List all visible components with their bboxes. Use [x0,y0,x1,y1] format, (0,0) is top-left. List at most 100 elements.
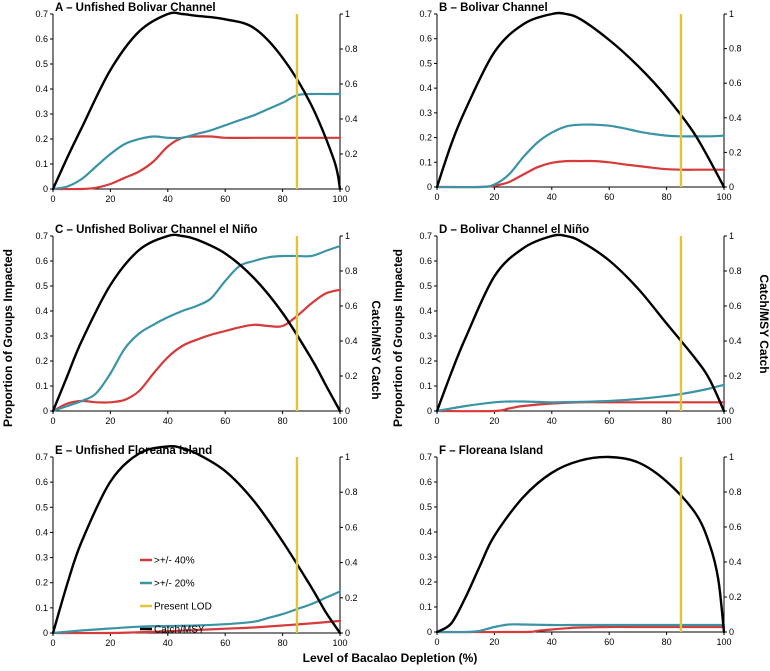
y-left-tick-label: 0.2 [35,356,48,366]
y-left-tick-label: 0.4 [35,306,48,316]
series-line-catch-msy [435,233,726,413]
chart-panel: A – Unfished Bolivar Channel 0 20 40 60 80 100… [35,2,357,204]
legend-item: Present LOD [140,602,212,613]
series-line-catch-msy [51,444,342,635]
y-right-tick-label: 0.2 [729,147,742,157]
y-left-tick-label: 0.1 [419,381,432,391]
series-line-catch-msy [435,455,726,634]
x-tick-label: 60 [604,192,614,202]
x-tick-label: 100 [332,416,347,426]
y-right-tick-label: 0 [345,184,350,194]
x-tick-label: 0 [50,194,55,204]
y-left-tick-label: 0.1 [419,602,432,612]
y-left-tick-label: 0.4 [35,84,48,94]
y-left-tick-label: 0.5 [35,59,48,69]
y-right-tick-label: 0.4 [729,336,742,346]
x-tick-label: 0 [50,638,55,648]
y-left-tick-label: 0.5 [419,58,432,68]
x-tick-label: 0 [434,192,439,202]
y-right-tick-label: 0.4 [729,557,742,567]
y-right-tick-label: 0.2 [345,371,358,381]
legend-label: >+/- 20% [154,579,195,590]
y-right-tick-label: 0.8 [729,487,742,497]
y-left-tick-label: 0.6 [419,34,432,44]
y-left-tick-label: 0.2 [419,133,432,143]
chart-panel: C – Unfished Bolivar Channel el Niño 0 20 4… [35,224,357,426]
x-tick-label: 40 [163,638,173,648]
x-tick-label: 40 [163,416,173,426]
legend-label: >+/- 40% [154,556,195,567]
x-tick-label: 60 [220,194,230,204]
x-tick-label: 80 [662,637,672,647]
y-left-tick-label: 0.1 [35,381,48,391]
y-right-tick-label: 0 [729,627,734,637]
x-tick-label: 80 [278,194,288,204]
y-axis-label-right-2: Catch/MSY Catch [757,274,770,373]
y-axis-label-left-2: Proportion of Groups Impacted [391,249,405,427]
x-axis-label: Level of Bacalao Depletion (%) [303,651,478,665]
y-right-tick-label: 1 [729,9,734,19]
legend-item: >+/- 40% [140,556,195,567]
y-left-tick-label: 0.5 [419,281,432,291]
y-axis-label-left: Proportion of Groups Impacted [1,249,15,427]
series-line-40 [51,135,342,191]
y-right-tick-label: 0.8 [729,266,742,276]
y-right-tick-label: 0 [729,406,734,416]
x-tick-label: 0 [434,416,439,426]
y-right-tick-label: 1 [345,452,350,462]
x-tick-label: 60 [220,638,230,648]
y-left-tick-label: 0 [43,628,48,638]
y-left-tick-label: 0 [427,182,432,192]
x-tick-label: 80 [662,416,672,426]
y-left-tick-label: 0.5 [419,502,432,512]
y-left-tick-label: 0.7 [419,9,432,19]
x-tick-label: 20 [105,194,115,204]
y-right-tick-label: 0.6 [345,522,358,532]
y-left-tick-label: 0.4 [419,83,432,93]
y-left-tick-label: 0.5 [35,281,48,291]
y-left-tick-label: 0.3 [419,331,432,341]
y-right-tick-label: 0.2 [345,593,358,603]
panel-title: A – Unfished Bolivar Channel [55,2,216,14]
x-tick-label: 0 [434,637,439,647]
y-left-tick-label: 0 [43,184,48,194]
series-line-catch-msy [51,233,342,413]
series-line-20 [51,244,342,413]
y-right-tick-label: 0.6 [345,79,358,89]
panel-title: D – Bolivar Channel el Niño [439,224,589,236]
x-tick-label: 60 [604,637,614,647]
y-right-tick-label: 0.8 [345,487,358,497]
y-right-tick-label: 0.6 [729,78,742,88]
y-right-tick-label: 0.6 [345,301,358,311]
x-tick-label: 40 [547,637,557,647]
y-left-tick-label: 0.2 [35,134,48,144]
y-right-tick-label: 0.4 [729,113,742,123]
y-left-tick-label: 0.6 [35,34,48,44]
y-left-tick-label: 0.1 [35,159,48,169]
x-tick-label: 100 [716,192,731,202]
x-tick-label: 40 [163,194,173,204]
legend-label: Present LOD [154,602,212,613]
y-right-tick-label: 0.4 [345,114,358,124]
y-right-tick-label: 0.6 [729,522,742,532]
legend-label: Catch/MSY [154,625,205,636]
y-left-tick-label: 0.5 [35,502,48,512]
y-left-tick-label: 0.4 [419,306,432,316]
panel-title: C – Unfished Bolivar Channel el Niño [55,224,258,236]
panel-title: B – Bolivar Channel [439,2,548,14]
y-right-tick-label: 0 [729,182,734,192]
x-tick-label: 100 [332,194,347,204]
y-right-tick-label: 0.8 [345,266,358,276]
y-right-tick-label: 0.8 [345,44,358,54]
series-line-catch-msy [435,11,726,189]
y-left-tick-label: 0.3 [35,331,48,341]
x-tick-label: 0 [50,416,55,426]
y-right-tick-label: 0 [345,628,350,638]
x-tick-label: 40 [547,416,557,426]
y-left-tick-label: 0.7 [419,231,432,241]
series-line-catch-msy [51,11,342,191]
y-left-tick-label: 0.7 [35,231,48,241]
